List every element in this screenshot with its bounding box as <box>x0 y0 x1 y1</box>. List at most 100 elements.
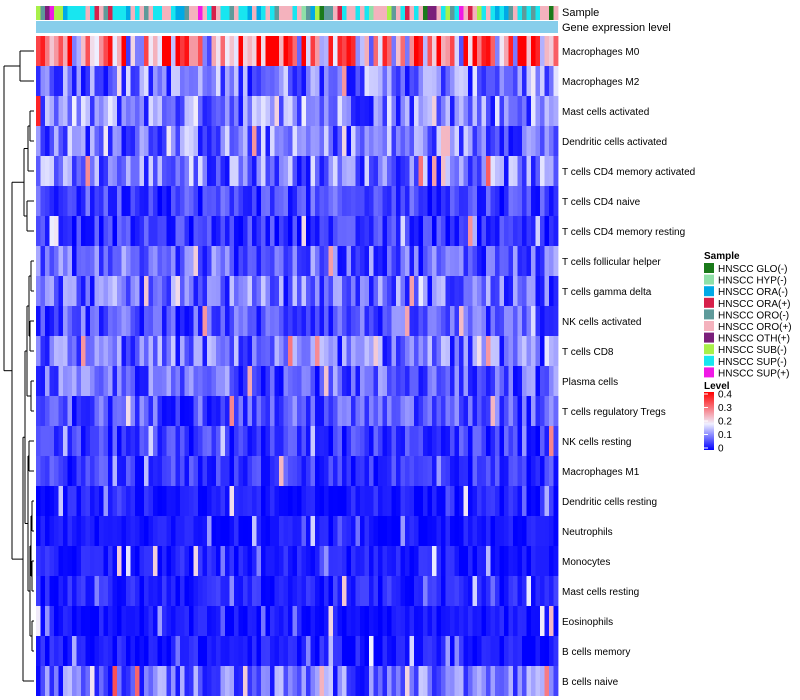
heatmap-cell <box>369 366 374 396</box>
heatmap-cell <box>166 276 172 306</box>
heatmap-cell <box>405 396 410 426</box>
heatmap-cell <box>175 576 181 606</box>
heatmap-cell <box>342 306 347 336</box>
heatmap-cell <box>544 246 550 276</box>
heatmap-cell <box>346 666 352 696</box>
heatmap-cell <box>517 186 523 216</box>
sample-annotation-cell <box>450 6 455 20</box>
sample-annotation-cell <box>522 6 527 20</box>
heatmap-cell <box>81 366 86 396</box>
heatmap-cell <box>292 276 298 306</box>
heatmap-cell <box>36 156 41 186</box>
heatmap-cell <box>202 216 208 246</box>
heatmap-cell <box>553 96 559 126</box>
heatmap-cell <box>495 576 500 606</box>
heatmap-cell <box>378 666 383 696</box>
heatmap-cell <box>468 66 473 96</box>
heatmap-cell <box>382 156 388 186</box>
level-legend-title: Level <box>704 381 730 392</box>
heatmap-cell <box>382 66 388 96</box>
heatmap-cell <box>99 246 104 276</box>
heatmap-cell <box>450 546 455 576</box>
heatmap-cell <box>355 66 361 96</box>
sample-annotation-cell <box>153 6 158 20</box>
heatmap-cell <box>99 516 104 546</box>
heatmap-cell <box>265 636 271 666</box>
heatmap-cell <box>220 636 226 666</box>
heatmap-cell <box>76 96 82 126</box>
heatmap-cell <box>130 276 136 306</box>
heatmap-cell <box>67 186 73 216</box>
heatmap-cell <box>58 216 64 246</box>
heatmap-cell <box>90 456 95 486</box>
heatmap-cell <box>472 576 478 606</box>
heatmap-cell <box>247 606 253 636</box>
heatmap-cell <box>423 576 428 606</box>
sample-annotation-cell <box>139 6 145 20</box>
sample-legend-swatch <box>704 332 714 343</box>
heatmap-cell <box>198 486 203 516</box>
heatmap-cell <box>162 36 167 66</box>
heatmap-cell <box>256 216 262 246</box>
heatmap-cell <box>112 396 118 426</box>
annotation-label-gene-expression: Gene expression level <box>562 22 671 34</box>
heatmap-cell <box>256 96 262 126</box>
heatmap-cell <box>40 306 46 336</box>
heatmap-cell <box>234 426 239 456</box>
heatmap-cell <box>265 216 271 246</box>
heatmap-cell <box>45 396 50 426</box>
heatmap-cell <box>288 606 293 636</box>
heatmap-cell <box>324 516 329 546</box>
heatmap-cell <box>382 636 388 666</box>
heatmap-cell <box>189 156 194 186</box>
heatmap-cell <box>535 636 541 666</box>
heatmap-cell <box>490 546 496 576</box>
sample-annotation-cell <box>247 6 253 20</box>
heatmap-cell <box>549 426 554 456</box>
heatmap-cell <box>211 96 217 126</box>
heatmap-cell <box>477 66 482 96</box>
heatmap-cell <box>162 666 167 696</box>
sample-annotation-cell <box>391 6 397 20</box>
heatmap-cell <box>274 36 280 66</box>
heatmap-cell <box>171 36 176 66</box>
heatmap-cell <box>504 156 509 186</box>
heatmap-cell <box>400 636 406 666</box>
heatmap-cell <box>108 126 113 156</box>
heatmap-cell <box>148 366 154 396</box>
heatmap-cell <box>220 126 226 156</box>
heatmap-cell <box>432 66 437 96</box>
heatmap-cell <box>153 516 158 546</box>
heatmap-cell <box>463 216 469 246</box>
heatmap-cell <box>535 186 541 216</box>
heatmap-cell <box>486 606 491 636</box>
heatmap-cell <box>292 636 298 666</box>
heatmap-cell <box>40 216 46 246</box>
heatmap-cell <box>261 126 266 156</box>
sample-annotation-cell <box>99 6 104 20</box>
heatmap-cell <box>103 246 109 276</box>
heatmap-cell <box>108 306 113 336</box>
heatmap-cell <box>337 456 343 486</box>
heatmap-cell <box>238 276 244 306</box>
heatmap-cell <box>468 456 473 486</box>
heatmap-cell <box>481 336 487 366</box>
heatmap-cell <box>184 666 190 696</box>
heatmap-cell <box>337 426 343 456</box>
heatmap-cell <box>139 336 145 366</box>
heatmap-cell <box>175 36 181 66</box>
heatmap-cell <box>126 486 131 516</box>
heatmap-cell <box>418 426 424 456</box>
heatmap-cell <box>364 126 370 156</box>
heatmap-cell <box>342 666 347 696</box>
heatmap-cell <box>270 306 275 336</box>
heatmap-cell <box>481 246 487 276</box>
heatmap-cell <box>189 486 194 516</box>
heatmap-cell <box>148 396 154 426</box>
heatmap-cell <box>63 186 68 216</box>
heatmap-cell <box>445 336 451 366</box>
heatmap-cell <box>112 546 118 576</box>
heatmap-cell <box>153 156 158 186</box>
heatmap-cell <box>306 486 311 516</box>
heatmap-cell <box>252 336 257 366</box>
